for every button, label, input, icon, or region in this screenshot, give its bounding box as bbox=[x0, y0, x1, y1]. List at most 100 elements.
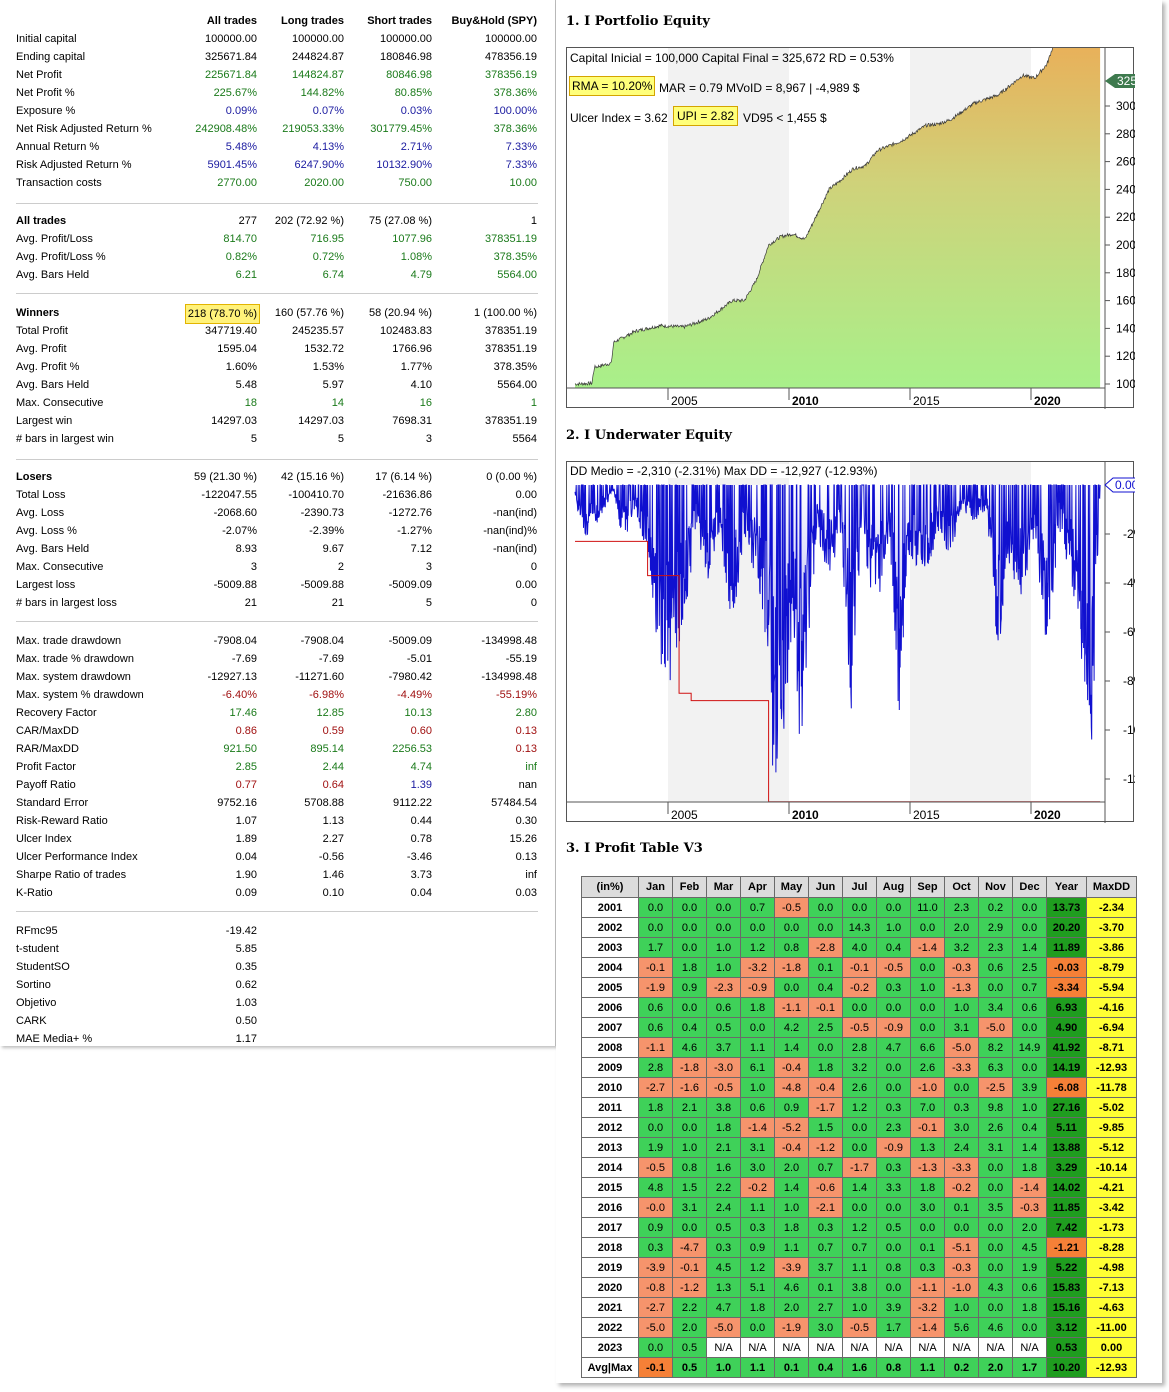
profit-cell: -7.13 bbox=[1086, 1277, 1137, 1298]
stats-cell: 716.95 bbox=[310, 233, 344, 245]
profit-cell: 0.0 bbox=[638, 1117, 673, 1138]
profit-cell: 0.3 bbox=[944, 1097, 979, 1118]
stats-cell: 1.08% bbox=[400, 251, 432, 263]
stats-cell: 1 bbox=[530, 397, 537, 409]
profit-row: 2015 4.8 1.5 2.2 -0.2 1.4 -0.6 1.4 3.3 1.8 -0.2 0.0… bbox=[581, 1177, 1137, 1198]
profit-cell: 1.4 bbox=[1012, 937, 1047, 958]
y-tick-label: -12% bbox=[1123, 772, 1135, 786]
profit-cell: -0.1 bbox=[842, 957, 877, 978]
profit-cell: 1.1 bbox=[740, 1197, 775, 1218]
profit-cell: -2.3 bbox=[706, 977, 741, 998]
stats-cell: -12927.13 bbox=[207, 671, 257, 683]
stats-cell: -11271.60 bbox=[295, 671, 344, 683]
stats-cell: 100.00% bbox=[493, 105, 537, 117]
profit-cell: -1.73 bbox=[1086, 1217, 1137, 1238]
profit-cell: 4.6 bbox=[978, 1317, 1013, 1338]
profit-cell: -10.14 bbox=[1086, 1157, 1137, 1178]
stats-cell: 225.67% bbox=[213, 87, 257, 99]
profit-cell: 4.2 bbox=[774, 1017, 809, 1038]
profit-cell: 3.7 bbox=[706, 1037, 741, 1058]
stats-cell: 180846.98 bbox=[380, 51, 432, 63]
stats-cell: 1.03 bbox=[235, 997, 257, 1009]
profit-header-cell: Aug bbox=[876, 876, 911, 898]
profit-header-row: (in%) Jan Feb Mar Apr May Jun Jul Aug Sep Oct Nov De… bbox=[581, 876, 1137, 898]
profit-cell: -0.03 bbox=[1046, 957, 1087, 978]
stats-cell: 3 bbox=[425, 561, 432, 573]
profit-cell: 7.0 bbox=[910, 1097, 945, 1118]
profit-cell: 1.3 bbox=[910, 1137, 945, 1158]
stats-cell: 0.10 bbox=[322, 887, 344, 899]
profit-cell: 0.7 bbox=[808, 1157, 843, 1178]
profit-header-cell: Oct bbox=[944, 876, 979, 898]
profit-cell: 0.1 bbox=[808, 957, 843, 978]
profit-cell: 1.0 bbox=[672, 1137, 707, 1158]
stats-row: K-Ratio 0.09 0.10 0.04 0.03 bbox=[0, 884, 556, 902]
stats-cell: 14297.03 bbox=[211, 415, 257, 427]
profit-cell: -3.2 bbox=[910, 1297, 945, 1318]
profit-cell: 0.1 bbox=[944, 1197, 979, 1218]
divider bbox=[16, 911, 538, 912]
profit-cell: -4.98 bbox=[1086, 1257, 1137, 1278]
profit-cell: 0.0 bbox=[978, 1237, 1013, 1258]
profit-cell: 2.6 bbox=[910, 1057, 945, 1078]
profit-cell: 0.0 bbox=[1012, 1317, 1047, 1338]
profit-cell: 1.0 bbox=[842, 1297, 877, 1318]
profit-year-cell: 2012 bbox=[581, 1117, 639, 1138]
profit-cell: 0.0 bbox=[876, 1077, 911, 1098]
profit-cell: 5.1 bbox=[740, 1277, 775, 1298]
profit-cell: -8.28 bbox=[1086, 1237, 1137, 1258]
profit-cell: 0.0 bbox=[672, 937, 707, 958]
stats-row: Recovery Factor 17.46 12.85 10.13 2.80 bbox=[0, 704, 556, 722]
profit-cell: 0.3 bbox=[910, 1257, 945, 1278]
y-tick-label: 100,000 bbox=[1116, 377, 1135, 391]
stats-cell: 0.03 bbox=[515, 887, 537, 899]
stats-cell: 2.44 bbox=[322, 761, 344, 773]
profit-cell: 2.3 bbox=[944, 897, 979, 918]
profit-cell: 0.9 bbox=[672, 977, 707, 998]
stats-cell: -4.49% bbox=[397, 689, 432, 701]
stats-row-label: Net Risk Adjusted Return % bbox=[16, 123, 152, 135]
profit-cell: -0.2 bbox=[740, 1177, 775, 1198]
profit-row: 2011 1.8 2.1 3.8 0.6 0.9 -1.7 1.2 0.3 7.0 0.3 9.8 1.… bbox=[581, 1097, 1137, 1118]
profit-cell: 0.0 bbox=[842, 1117, 877, 1138]
stats-cell: 1.90 bbox=[235, 869, 257, 881]
stats-row: Max. Consecutive 3 2 3 0 bbox=[0, 558, 556, 576]
stats-cell: 0 bbox=[530, 597, 537, 609]
y-tick-label: 260,000 bbox=[1116, 155, 1135, 169]
profit-cell: 0.0 bbox=[978, 977, 1013, 998]
stats-cell: 21 bbox=[244, 597, 257, 609]
profit-cell: 6.1 bbox=[740, 1057, 775, 1078]
stats-cell: -2390.73 bbox=[300, 507, 344, 519]
stats-row-label: Exposure % bbox=[16, 105, 76, 117]
profit-cell: 3.2 bbox=[944, 937, 979, 958]
stats-cell: 6247.90% bbox=[294, 159, 344, 171]
stats-row: Avg. Profit 1595.04 1532.72 1766.96 378351.1… bbox=[0, 340, 556, 358]
profit-cell: 0.3 bbox=[876, 977, 911, 998]
stats-cell: 18 bbox=[244, 397, 257, 409]
profit-cell: 0.0 bbox=[706, 917, 741, 938]
stats-cell: inf bbox=[525, 761, 537, 773]
profit-cell: -4.8 bbox=[774, 1077, 809, 1098]
stats-cell: 7.12 bbox=[410, 543, 432, 555]
stats-cell: inf bbox=[525, 869, 537, 881]
profit-cell: 0.1 bbox=[774, 1357, 809, 1378]
profit-cell: N/A bbox=[944, 1337, 979, 1358]
stats-cell: 814.70 bbox=[223, 233, 257, 245]
stats-cell: 750.00 bbox=[398, 177, 432, 189]
profit-cell: -3.34 bbox=[1046, 977, 1087, 998]
profit-header-cell: Apr bbox=[740, 876, 775, 898]
stats-row: Initial capital 100000.00 100000.00 100000.… bbox=[0, 30, 556, 48]
profit-cell: 2.6 bbox=[978, 1117, 1013, 1138]
stats-cell: 5564.00 bbox=[497, 269, 537, 281]
profit-cell: -0.1 bbox=[910, 1117, 945, 1138]
profit-cell: 2.0 bbox=[978, 1357, 1013, 1378]
profit-row: 2013 1.9 1.0 2.1 3.1 -0.4 -1.2 0.0 -0.9 1.3 2.4 3.1… bbox=[581, 1137, 1137, 1158]
profit-cell: 3.0 bbox=[740, 1157, 775, 1178]
profit-cell: -1.4 bbox=[1012, 1177, 1047, 1198]
stats-cell: 1.89 bbox=[235, 833, 257, 845]
profit-row: 2006 0.6 0.0 0.6 1.8 -1.1 -0.1 0.0 0.0 0.0 1.0 3.4 0… bbox=[581, 997, 1137, 1018]
profit-cell: 0.3 bbox=[740, 1217, 775, 1238]
profit-cell: -0.5 bbox=[706, 1077, 741, 1098]
profit-cell: 1.2 bbox=[740, 1257, 775, 1278]
equity-area bbox=[575, 0, 1101, 388]
